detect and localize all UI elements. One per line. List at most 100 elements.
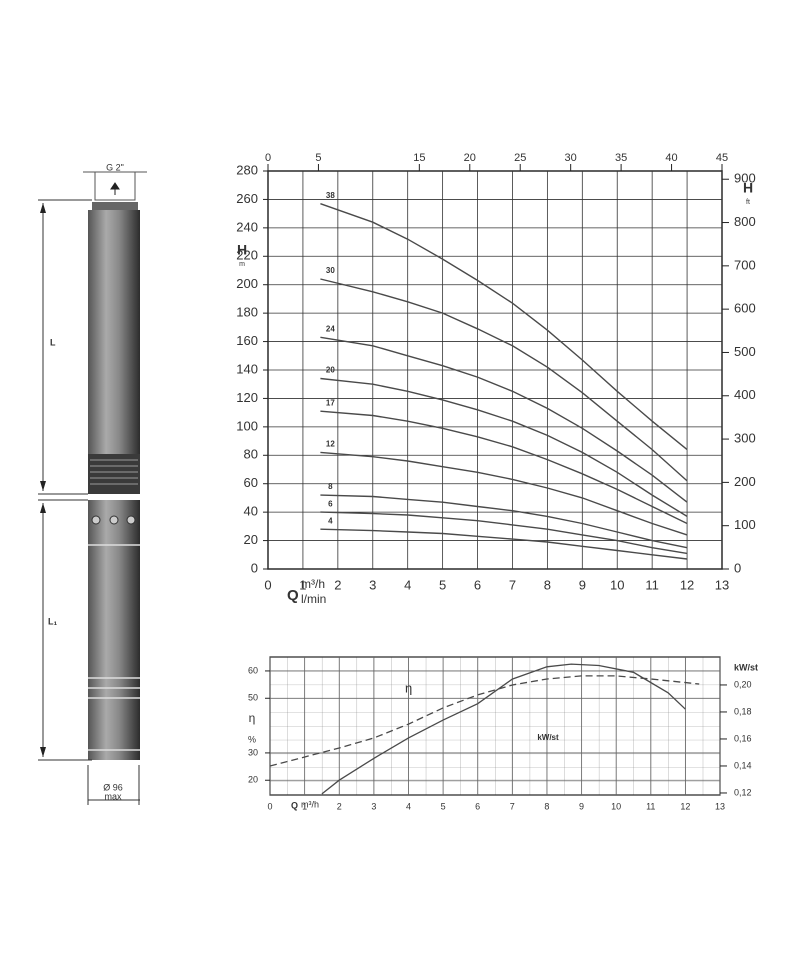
x-axis-label: Q: [291, 800, 298, 810]
x2-tick-label: 20: [464, 152, 476, 164]
y2-tick-label: 300: [734, 431, 756, 446]
pump-drawing: G 2" L L₁ Ø 96 max: [38, 162, 147, 805]
y-tick-label: 60: [244, 475, 258, 490]
y2-tick-label: 0: [734, 560, 741, 575]
y2-tick-label: 200: [734, 474, 756, 489]
length-label: L₁: [48, 616, 57, 626]
y-tick-label: 280: [236, 162, 258, 177]
bolt: [91, 515, 101, 525]
connection-label: G 2": [106, 162, 124, 172]
x-tick-label: 10: [611, 801, 621, 811]
y2-tick-label: 800: [734, 214, 756, 229]
curve: [320, 203, 688, 451]
curve: [320, 451, 688, 536]
pump-inlet: [88, 454, 140, 494]
x2-tick-label: 0: [265, 152, 271, 164]
y-tick-label: 20: [248, 775, 258, 785]
y-tick-label: 0: [251, 560, 258, 575]
y-tick-label: 60: [248, 665, 258, 675]
curve-label: kW/st: [537, 733, 559, 742]
x-tick-label: 13: [715, 801, 725, 811]
curve: [320, 511, 688, 555]
x-tick-label: 9: [579, 577, 586, 592]
motor-rings: [88, 544, 140, 751]
x-tick-label: 12: [680, 577, 694, 592]
curve-label: 20: [326, 366, 335, 375]
curve-label: 8: [328, 482, 333, 491]
y-tick-label: 100: [236, 418, 258, 433]
dim-lines: [38, 199, 140, 805]
curve: [320, 410, 688, 525]
x-tick-label: 0: [264, 577, 271, 592]
curve-label: 4: [328, 516, 333, 525]
x-tick-label: 1: [302, 801, 307, 811]
y2-axis-label: H: [743, 180, 753, 196]
y-tick-label: 80: [244, 447, 258, 462]
x2-tick-label: 25: [514, 152, 526, 164]
y-tick-label: 200: [236, 276, 258, 291]
curve-label: 17: [326, 398, 335, 407]
x-tick-label: 7: [509, 577, 516, 592]
curve: [269, 675, 700, 767]
y2-tick-label: 600: [734, 301, 756, 316]
x-tick-label: 2: [334, 577, 341, 592]
x-tick-label: 4: [404, 577, 411, 592]
y2-tick-label: 500: [734, 344, 756, 359]
y2-tick-label: 700: [734, 257, 756, 272]
curve: [320, 528, 688, 560]
curve: [320, 336, 688, 503]
x-tick-label: 3: [369, 577, 376, 592]
y-tick-label: 40: [244, 504, 258, 519]
x-axis-label: Q: [287, 587, 299, 604]
minor-grid: [270, 657, 720, 795]
diameter-label: Ø 96: [103, 782, 123, 792]
curve: [320, 494, 688, 549]
y-tick-label: 120: [236, 390, 258, 405]
y-tick-label: 260: [236, 191, 258, 206]
curve: [321, 663, 686, 795]
y-tick-label: 140: [236, 361, 258, 376]
x-tick-label: 1: [299, 577, 306, 592]
bolt: [109, 515, 119, 525]
curve-label: 12: [326, 440, 335, 449]
x-tick-label: 5: [439, 577, 446, 592]
y2-tick-label: 0,14: [734, 760, 752, 770]
y-tick-label: 50: [248, 693, 258, 703]
x-tick-label: 6: [474, 577, 481, 592]
x-tick-label: 6: [475, 801, 480, 811]
diameter-note: max: [104, 791, 122, 801]
x-tick-label: 12: [680, 801, 690, 811]
y2-tick-label: 0,20: [734, 679, 752, 689]
y2-axis-unit: ft: [746, 199, 750, 206]
inlet-grille: [90, 459, 138, 485]
x-tick-label: 11: [646, 801, 655, 811]
y-tick-label: 220: [236, 248, 258, 263]
curve: [320, 278, 688, 482]
length-label: L: [50, 337, 56, 347]
y-tick-label: 160: [236, 333, 258, 348]
x2-tick-label: 40: [665, 152, 677, 164]
arrow: [110, 182, 120, 195]
y-axis-unit: %: [248, 734, 256, 744]
curve-label: 30: [326, 266, 335, 275]
x-tick-label: 7: [510, 801, 515, 811]
y-tick-label: 20: [244, 532, 258, 547]
x2-tick-label: 30: [565, 152, 577, 164]
bolt: [126, 515, 136, 525]
curve: [320, 377, 688, 517]
x2-tick-label: 45: [716, 152, 728, 164]
x-axis-unit: m³/h: [301, 799, 319, 809]
curve-label: η: [405, 680, 412, 695]
pump-body: [88, 232, 140, 454]
y2-tick-label: 0,16: [734, 733, 752, 743]
x-tick-label: 2: [337, 801, 342, 811]
x-tick-label: 8: [544, 801, 549, 811]
x-tick-label: 11: [645, 577, 659, 592]
y2-axis-label: kW/st: [734, 662, 758, 672]
x-axis-unit: m³/h: [301, 577, 325, 591]
x2-tick-label: 5: [315, 152, 321, 164]
x-tick-label: 10: [610, 577, 624, 592]
x-tick-label: 5: [441, 801, 446, 811]
